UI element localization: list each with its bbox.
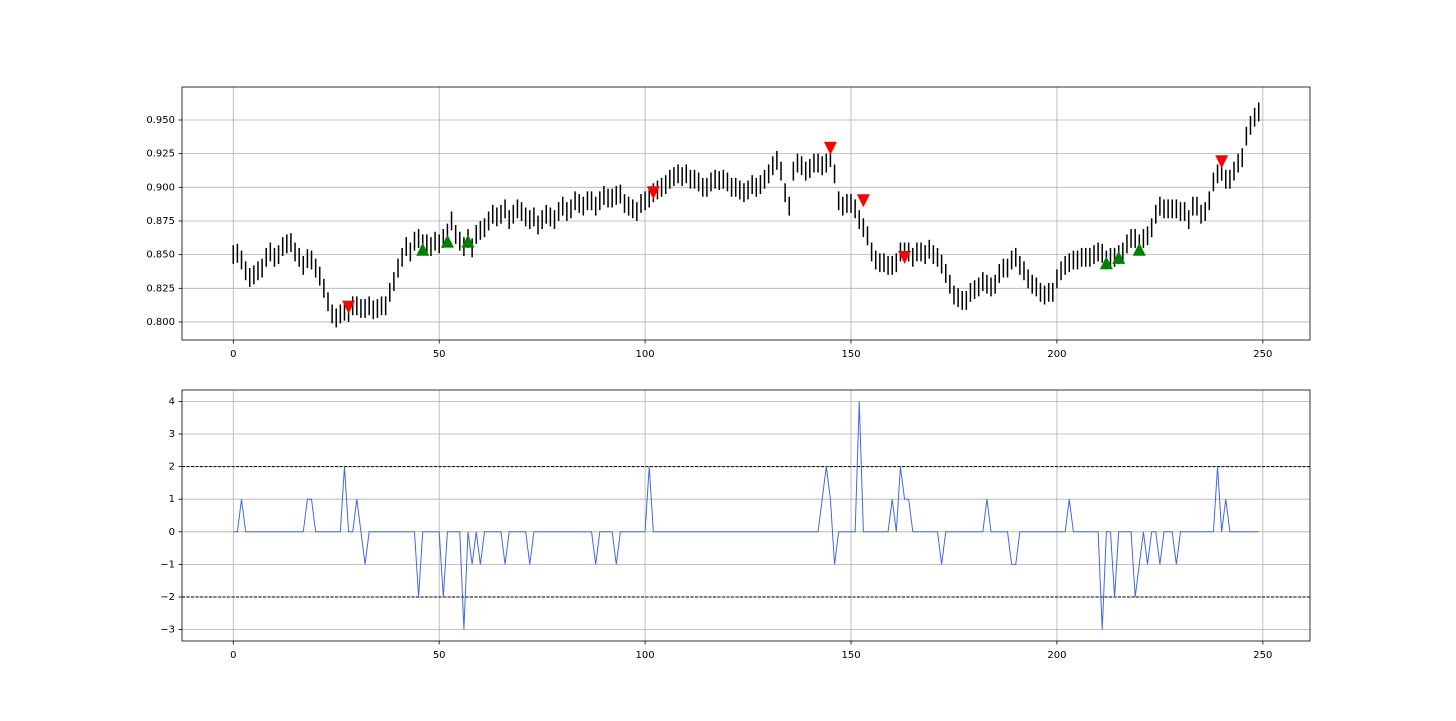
y-tick-label: 0.800 <box>146 317 175 328</box>
x-tick-label: 200 <box>1047 650 1066 661</box>
subplot: 0 50 100 150 200 250 0.800 0.825 0.850 0.875 0.900… <box>146 86 1311 360</box>
sell-marker <box>1215 155 1229 169</box>
sell-marker <box>823 141 837 155</box>
buy-marker <box>1132 242 1146 256</box>
x-tick-label: 0 <box>230 349 236 360</box>
buy-marker <box>440 234 454 248</box>
y-tick-label: −1 <box>160 559 175 570</box>
subplot: 0 50 100 150 200 250 −3 −2 −1 0 1 2 3 4 <box>160 389 1311 661</box>
axes-frame <box>181 86 1311 341</box>
sell-marker <box>646 186 660 200</box>
x-tick-label: 50 <box>433 349 446 360</box>
sell-marker <box>856 194 870 208</box>
x-tick-label: 100 <box>636 349 655 360</box>
y-tick-label: 0.900 <box>146 182 175 193</box>
y-tick-label: 0.825 <box>146 283 175 294</box>
buy-marker <box>1099 256 1113 270</box>
y-tick-label: 0.950 <box>146 115 175 126</box>
buy-marker <box>1112 250 1126 264</box>
x-tick-label: 150 <box>841 650 860 661</box>
sell-marker <box>342 300 356 314</box>
x-tick-label: 100 <box>636 650 655 661</box>
x-tick-label: 50 <box>433 650 446 661</box>
x-tick-label: 250 <box>1253 349 1272 360</box>
y-tick-label: −2 <box>160 592 175 603</box>
axes-frame <box>181 389 1311 642</box>
y-tick-label: 4 <box>169 396 175 407</box>
y-tick-label: −3 <box>160 625 175 636</box>
x-tick-label: 0 <box>230 650 236 661</box>
y-tick-label: 1 <box>169 494 175 505</box>
x-tick-label: 150 <box>841 349 860 360</box>
buy-marker <box>416 242 430 256</box>
y-tick-label: 3 <box>169 429 175 440</box>
buy-marker <box>461 234 475 248</box>
y-tick-label: 0.925 <box>146 149 175 160</box>
y-tick-label: 2 <box>169 462 175 473</box>
sell-marker <box>898 250 912 264</box>
indicator-line <box>233 401 1259 630</box>
x-tick-label: 250 <box>1253 650 1272 661</box>
y-tick-label: 0 <box>169 527 175 538</box>
x-tick-label: 200 <box>1047 349 1066 360</box>
y-tick-label: 0.875 <box>146 216 175 227</box>
y-tick-label: 0.850 <box>146 250 175 261</box>
